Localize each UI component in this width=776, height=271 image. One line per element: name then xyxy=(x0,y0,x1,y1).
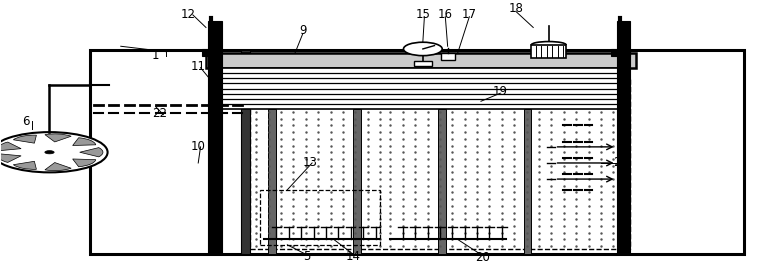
Bar xyxy=(532,45,566,58)
Circle shape xyxy=(45,151,54,154)
Bar xyxy=(202,49,220,56)
Text: 16: 16 xyxy=(438,8,453,21)
Text: 5: 5 xyxy=(303,250,310,263)
Bar xyxy=(250,77,629,249)
Wedge shape xyxy=(13,135,36,143)
Text: 10: 10 xyxy=(191,140,206,153)
Text: 15: 15 xyxy=(415,8,431,21)
Bar xyxy=(260,190,380,245)
Wedge shape xyxy=(13,161,36,169)
Bar xyxy=(241,50,250,254)
Text: 21: 21 xyxy=(613,156,628,169)
Text: 13: 13 xyxy=(303,156,318,169)
Text: 22: 22 xyxy=(152,107,167,120)
Text: 14: 14 xyxy=(345,250,361,263)
Text: 6: 6 xyxy=(23,115,30,128)
Wedge shape xyxy=(45,163,71,171)
Text: 11: 11 xyxy=(191,60,206,73)
Bar xyxy=(268,109,275,254)
Bar xyxy=(90,50,744,254)
Text: 17: 17 xyxy=(462,8,476,21)
Bar xyxy=(616,21,630,254)
Bar xyxy=(208,21,222,254)
Bar xyxy=(524,109,532,254)
Bar xyxy=(353,109,361,254)
Bar xyxy=(438,109,446,254)
Circle shape xyxy=(404,42,442,56)
Text: 20: 20 xyxy=(475,251,490,264)
Bar xyxy=(441,53,455,60)
Wedge shape xyxy=(0,142,21,151)
Text: 12: 12 xyxy=(181,8,196,21)
Text: 19: 19 xyxy=(493,85,508,98)
Wedge shape xyxy=(73,159,95,167)
Wedge shape xyxy=(73,138,95,146)
Text: 18: 18 xyxy=(508,2,523,15)
Bar xyxy=(414,61,432,66)
Text: 1: 1 xyxy=(152,49,159,62)
Wedge shape xyxy=(0,154,21,162)
Circle shape xyxy=(0,132,108,172)
Wedge shape xyxy=(45,134,71,142)
Bar xyxy=(611,49,629,56)
Bar xyxy=(206,53,636,68)
Wedge shape xyxy=(80,148,103,157)
Bar xyxy=(213,68,628,109)
Text: 9: 9 xyxy=(299,24,307,37)
